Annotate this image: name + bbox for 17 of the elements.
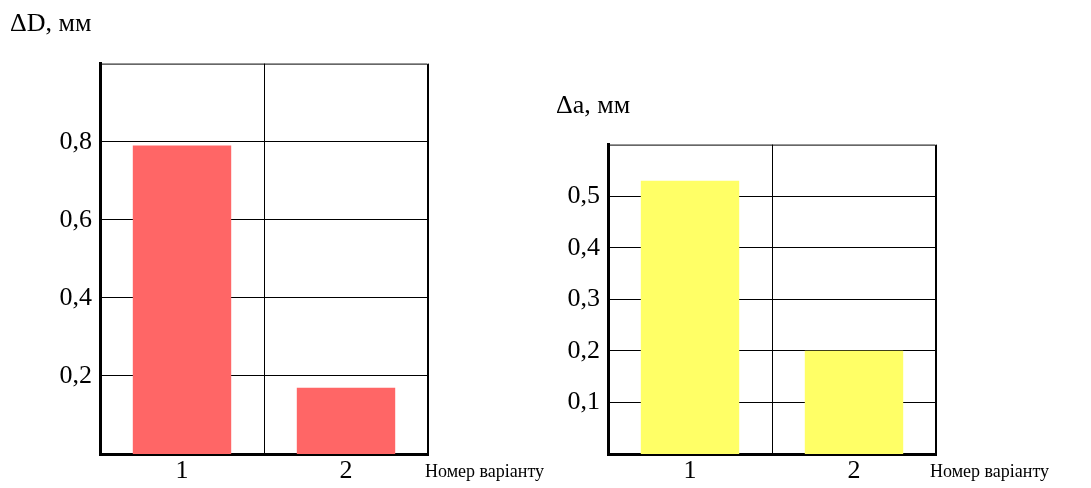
- y-tick-label: 0,4: [567, 231, 600, 261]
- y-tick-label: 0,6: [59, 203, 92, 233]
- y-tick-label: 0,4: [59, 281, 92, 311]
- y-tick-label: 0,1: [567, 386, 600, 416]
- y-tick-label: 0,3: [567, 283, 600, 313]
- x-tick-label: 1: [683, 455, 697, 485]
- y-tick-label: 0,5: [567, 179, 600, 209]
- x-tick-label: 2: [339, 455, 353, 485]
- y-tick-label: 0,2: [567, 334, 600, 364]
- x-axis-title: Номер варіанту: [930, 461, 1050, 481]
- y-tick-label: 0,8: [59, 125, 92, 155]
- x-tick-label: 1: [175, 455, 189, 485]
- y-axis-title: Δa, мм: [556, 90, 631, 119]
- y-axis-title: ΔD, мм: [10, 8, 92, 37]
- x-axis-title: Номер варіанту: [425, 461, 545, 481]
- x-tick-label: 2: [847, 455, 861, 485]
- y-tick-label: 0,2: [59, 359, 92, 389]
